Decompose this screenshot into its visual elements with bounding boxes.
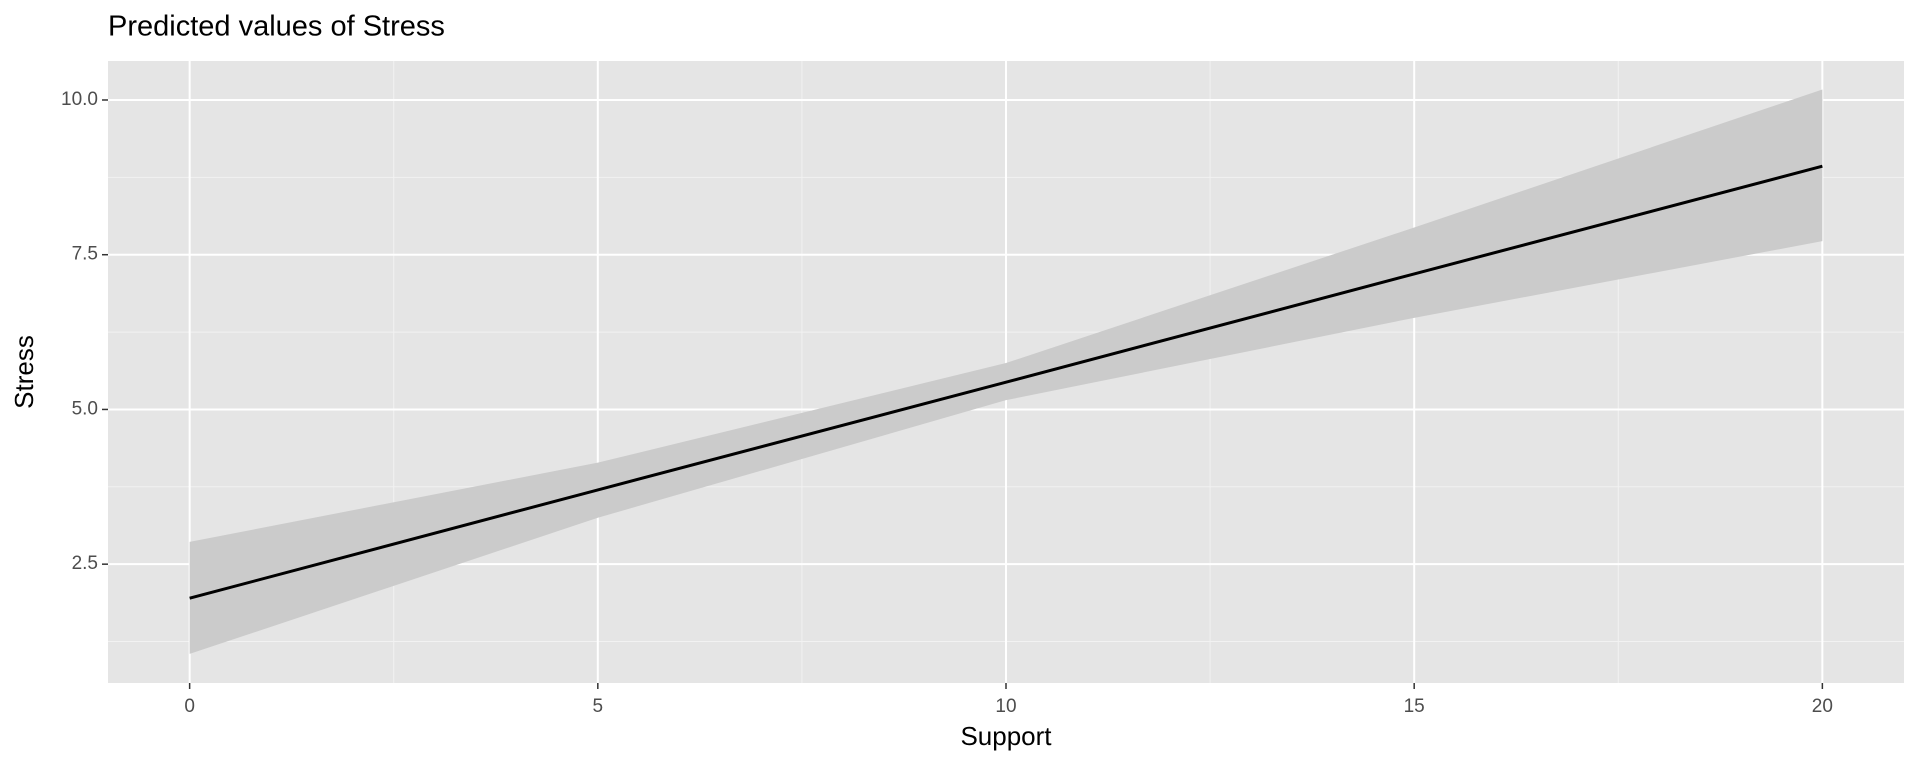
confidence-band	[189, 89, 1823, 654]
x-tick-label: 0	[184, 696, 195, 717]
x-axis-title: Support	[960, 721, 1052, 751]
y-tick-label: 10.0	[61, 89, 98, 110]
y-tick-label: 7.5	[72, 244, 98, 265]
chart-title: Predicted values of Stress	[108, 11, 445, 43]
x-tick-label: 5	[593, 696, 604, 717]
line	[189, 164, 1823, 600]
y-tick-label: 5.0	[72, 398, 98, 419]
x-tick-label: 10	[995, 696, 1016, 717]
y-tick-label: 2.5	[72, 553, 98, 574]
x-tick-label: 15	[1404, 696, 1425, 717]
y-axis-title: Stress	[9, 335, 39, 409]
x-tick-label: 20	[1812, 696, 1833, 717]
